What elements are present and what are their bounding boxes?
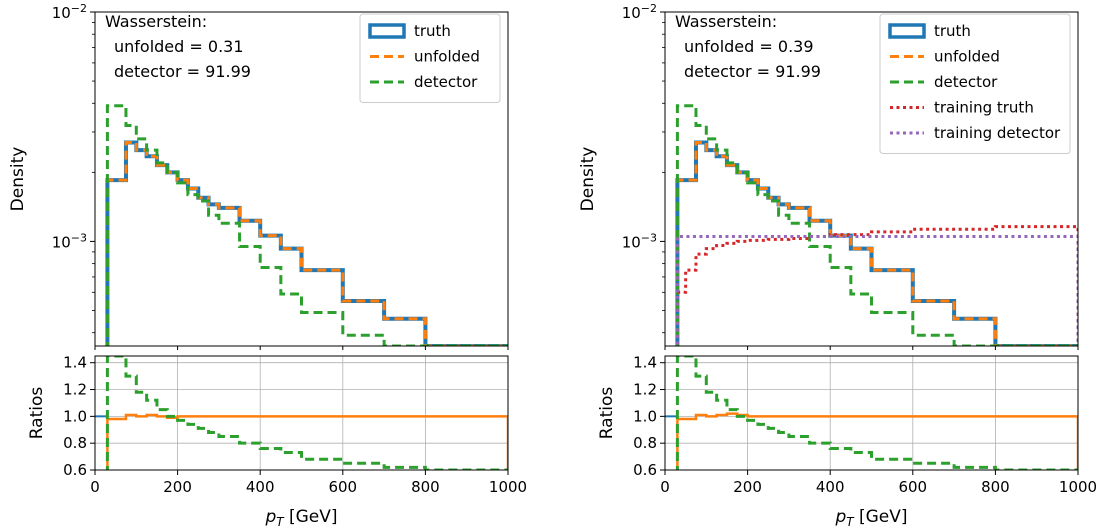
x-tick-label: 200: [733, 478, 762, 496]
legend-label-truth: truth: [414, 22, 451, 40]
series-detector-line: [675, 104, 1078, 346]
y-tick-exponent: −2: [641, 2, 657, 15]
y-tick-base: 10: [52, 4, 71, 22]
ratio-plot-area: [95, 356, 508, 470]
y-tick-base: 10: [622, 4, 641, 22]
ratio-unfolded-line: [676, 412, 1078, 470]
left-panel: 10−210−30.60.81.01.21.40 200 400 600 800 1000…: [8, 2, 527, 529]
x-axis-label-unit: [GeV]: [854, 507, 908, 527]
main-axes-frame: [94, 11, 509, 347]
y-tick-exponent: −3: [71, 231, 87, 244]
legend-label-truth: truth: [934, 22, 971, 40]
y-tick-label: 10−2: [52, 2, 87, 23]
wasserstein-title: Wasserstein:: [675, 12, 777, 31]
legend-label-training-detector: training detector: [934, 124, 1061, 142]
x-tick-label: 0: [660, 478, 670, 496]
x-tick-label: 800: [411, 478, 440, 496]
x-axis-label-sub: T: [276, 515, 285, 529]
ratio-axes-frame: [664, 355, 1079, 471]
y-tick-label: 10−2: [622, 2, 657, 23]
legend-label-unfolded: unfolded: [934, 48, 1000, 66]
ratio-axes-frame: [94, 355, 509, 471]
ratio-y-tick-label: 1.4: [633, 354, 657, 372]
legend-label-unfolded: unfolded: [414, 48, 480, 66]
ratio-unfolded-line: [106, 413, 508, 470]
wasserstein-detector: detector = 91.99: [684, 62, 821, 81]
ratio-y-tick-label: 0.8: [633, 434, 657, 452]
main-axes-frame: [664, 11, 1079, 347]
legend: truth unfolded detector: [359, 13, 501, 103]
x-tick-label: 400: [816, 478, 845, 496]
main-plot-area: [105, 104, 508, 346]
x-tick-label: 400: [246, 478, 275, 496]
legend: truth unfolded detector training truth train…: [879, 13, 1071, 154]
x-tick-label: 600: [328, 478, 357, 496]
x-tick-label: 0: [90, 478, 100, 496]
ratio-y-tick-label: 1.4: [63, 354, 87, 372]
legend-label-detector: detector: [934, 73, 998, 91]
legend-label-training-truth: training truth: [934, 99, 1034, 117]
ratio-detector-line: [105, 356, 508, 470]
ratio-plot-area: [665, 356, 1078, 470]
series-detector-line: [105, 104, 508, 346]
wasserstein-detector: detector = 91.99: [114, 62, 251, 81]
ratio-y-axis-label: Ratios: [597, 387, 617, 440]
ratio-y-tick-label: 1.2: [633, 381, 657, 399]
y-tick-label: 10−3: [52, 231, 87, 252]
x-axis-label-unit: [GeV]: [284, 507, 338, 527]
legend-label-detector: detector: [414, 73, 478, 91]
ratio-detector-line: [675, 356, 1078, 470]
x-tick-label: 200: [163, 478, 192, 496]
series-training-truth-line: [675, 225, 1078, 346]
y-tick-base: 10: [52, 233, 71, 251]
x-axis-label: pT [GeV]: [834, 507, 907, 529]
ratio-y-tick-label: 0.6: [63, 461, 87, 479]
y-axis-label: Density: [8, 147, 28, 212]
ratio-y-tick-label: 1.0: [633, 407, 657, 425]
y-tick-base: 10: [622, 233, 641, 251]
x-axis-label-sub: T: [846, 515, 855, 529]
x-axis-label-var: p: [834, 507, 846, 527]
series-training-detector-line: [675, 235, 1078, 346]
ratio-y-tick-label: 0.6: [633, 461, 657, 479]
y-axis-label: Density: [578, 147, 598, 212]
legend-box: [879, 13, 1071, 154]
ratio-y-tick-label: 1.2: [63, 381, 87, 399]
ratio-y-axis-label: Ratios: [27, 387, 47, 440]
x-tick-label: 800: [981, 478, 1010, 496]
main-plot-area: [675, 104, 1078, 346]
y-tick-label: 10−3: [622, 231, 657, 252]
wasserstein-unfolded: unfolded = 0.31: [114, 37, 244, 56]
x-tick-label: 1000: [1059, 478, 1097, 496]
x-axis-label-var: p: [264, 507, 276, 527]
ratio-y-tick-label: 0.8: [63, 434, 87, 452]
legend-handle-truth: [888, 23, 926, 39]
wasserstein-unfolded: unfolded = 0.39: [684, 37, 814, 56]
right-panel: 10−210−30.60.81.01.21.40 200 400 600 800 1000…: [578, 2, 1097, 529]
x-axis-label: pT [GeV]: [264, 507, 337, 529]
wasserstein-title: Wasserstein:: [105, 12, 207, 31]
x-tick-label: 1000: [489, 478, 527, 496]
y-tick-exponent: −2: [71, 2, 87, 15]
legend-handle-truth: [368, 23, 406, 39]
y-tick-exponent: −3: [641, 231, 657, 244]
ratio-y-tick-label: 1.0: [63, 407, 87, 425]
x-tick-label: 600: [898, 478, 927, 496]
